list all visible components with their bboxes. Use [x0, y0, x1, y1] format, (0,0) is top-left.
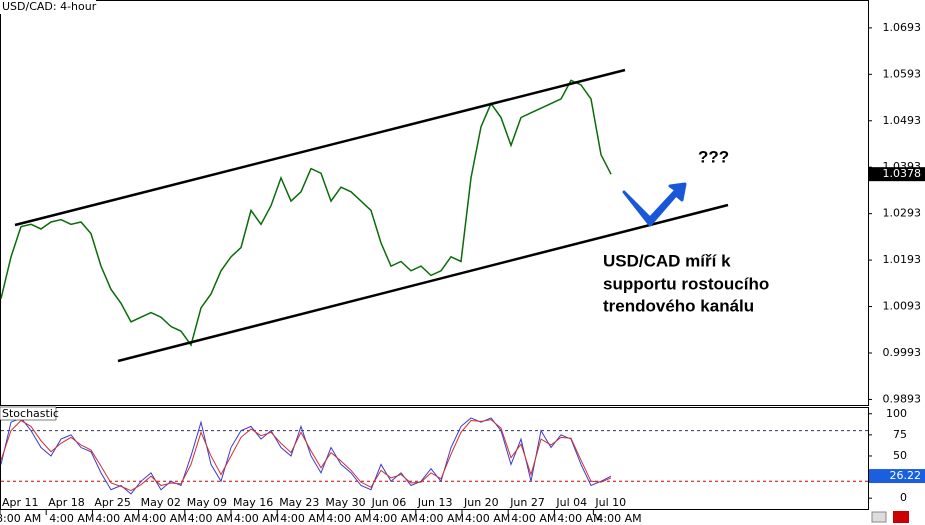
x-tick-label: May 09 [187, 496, 227, 509]
time-label: 4:00 AM [280, 512, 325, 525]
x-tick-label: Jun 06 [371, 496, 407, 509]
time-label: 8:00 AM [0, 512, 41, 525]
arrow-icon [622, 182, 687, 227]
time-label: 4:00 AM [188, 512, 233, 525]
y-tick-label: 1.0693 [883, 21, 922, 34]
price-label: 1.0378 [883, 167, 922, 180]
y-tick-label: 1.0293 [883, 207, 922, 220]
series-line [0, 419, 612, 492]
stoch-title: Stochastic [2, 407, 59, 420]
x-tick-label: Jul 10 [594, 496, 626, 509]
y-tick-label: 0 [900, 491, 907, 504]
time-label: 4:00 AM [511, 512, 556, 525]
series-line [0, 79, 612, 347]
time-label: 4:00 AM [142, 512, 187, 525]
layer: 1.06931.05931.04931.03931.02931.01931.00… [0, 21, 925, 525]
title-bg [0, 0, 96, 14]
x-tick-label: Apr 11 [2, 496, 39, 509]
time-label: 4:00 AM [596, 512, 641, 525]
time-label: 4:00 AM [373, 512, 418, 525]
stoch-panel [0, 407, 869, 510]
x-tick-label: Jul 04 [555, 496, 587, 509]
lower-trendline [117, 203, 729, 363]
time-label: 4:00 AM [49, 512, 94, 525]
time-label: 4:00 AM [234, 512, 279, 525]
shift-icon[interactable] [893, 511, 909, 523]
x-tick-label: Apr 18 [48, 496, 85, 509]
time-label: 4:00 AM [557, 512, 602, 525]
stoch-label: 26.22 [890, 469, 922, 482]
x-tick-label: Jun 20 [463, 496, 499, 509]
upper-trendline [14, 68, 626, 227]
y-tick-label: 0.9893 [883, 392, 922, 405]
y-tick-label: 1.0593 [883, 67, 922, 80]
time-label: 4:00 AM [95, 512, 140, 525]
y-tick-label: 1.0493 [883, 114, 922, 127]
price-label-bg [869, 167, 925, 182]
stoch-title-bg [0, 406, 57, 421]
stoch-label-bg [869, 469, 925, 484]
x-tick-label: May 30 [325, 496, 365, 509]
time-label: 4:00 AM [419, 512, 464, 525]
x-tick-label: Apr 25 [94, 496, 131, 509]
chart-title: USD/CAD: 4-hour [2, 0, 97, 13]
scroll-icon[interactable] [871, 511, 887, 523]
y-tick-label: 1.0193 [883, 253, 922, 266]
y-tick-label: 75 [893, 428, 907, 441]
y-tick-label: 100 [886, 407, 907, 420]
y-tick-label: 50 [893, 449, 907, 462]
annotation: supportu rostoucího [603, 274, 769, 293]
x-tick-label: May 16 [233, 496, 273, 509]
price-panel [0, 0, 869, 406]
x-tick-label: Jun 13 [417, 496, 453, 509]
x-tick-label: May 02 [141, 496, 181, 509]
x-tick-label: Jun 27 [509, 496, 545, 509]
y-tick-label: 1.0093 [883, 300, 922, 313]
y-tick-label: 0.9993 [883, 346, 922, 359]
annotation: USD/CAD míří k [603, 251, 731, 270]
annotation: trendového kanálu [603, 296, 754, 315]
annotation: ??? [698, 147, 729, 166]
time-label: 4:00 AM [326, 512, 371, 525]
x-tick-label: May 23 [279, 496, 319, 509]
time-label: 4:00 AM [465, 512, 510, 525]
